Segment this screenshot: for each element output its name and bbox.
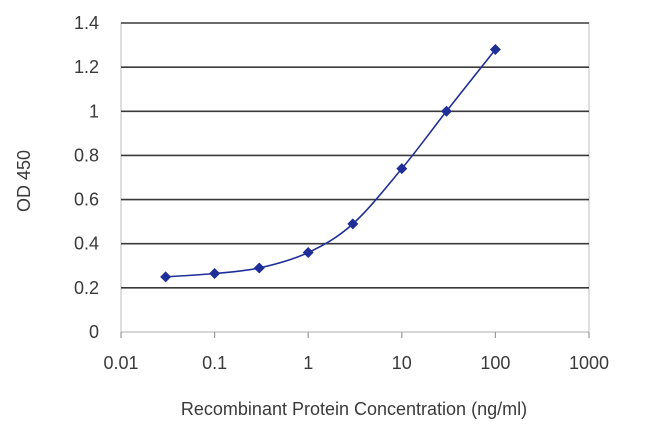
y-tick-labels: 0 0.2 0.4 0.6 0.8 1 1.2 1.4 xyxy=(74,13,99,342)
y-tick-label: 0.8 xyxy=(74,145,99,165)
y-gridlines xyxy=(121,22,589,333)
y-axis-title: OD 450 xyxy=(14,150,34,212)
x-tick-label: 10 xyxy=(392,353,412,373)
x-axis-title: Recombinant Protein Concentration (ng/ml… xyxy=(181,399,527,419)
data-point-marker xyxy=(209,268,221,280)
series-layer xyxy=(160,43,501,283)
x-ticks xyxy=(120,332,590,338)
series-line xyxy=(165,48,497,278)
data-point-marker xyxy=(253,262,265,274)
y-tick-label: 1.2 xyxy=(74,57,99,77)
data-point-marker xyxy=(160,271,172,283)
y-tick-label: 1.4 xyxy=(74,13,99,33)
data-point-marker xyxy=(302,247,314,259)
x-tick-label: 100 xyxy=(480,353,510,373)
data-point-marker xyxy=(396,163,408,175)
y-tick-label: 0 xyxy=(89,322,99,342)
y-tick-label: 1 xyxy=(89,101,99,121)
plot-area-border xyxy=(120,22,590,333)
x-tick-label: 1000 xyxy=(569,353,609,373)
data-point-marker xyxy=(440,105,452,117)
x-tick-label: 0.01 xyxy=(103,353,138,373)
y-tick-label: 0.2 xyxy=(74,278,99,298)
plot-frame xyxy=(120,22,590,333)
y-tick-label: 0.6 xyxy=(74,190,99,210)
x-tick-label: 1 xyxy=(303,353,313,373)
data-point-marker xyxy=(347,218,359,230)
y-tick-label: 0.4 xyxy=(74,234,99,254)
data-point-marker xyxy=(489,43,501,55)
x-tick-label: 0.1 xyxy=(202,353,227,373)
x-tick-labels: 0.01 0.1 1 10 100 1000 xyxy=(103,353,609,373)
